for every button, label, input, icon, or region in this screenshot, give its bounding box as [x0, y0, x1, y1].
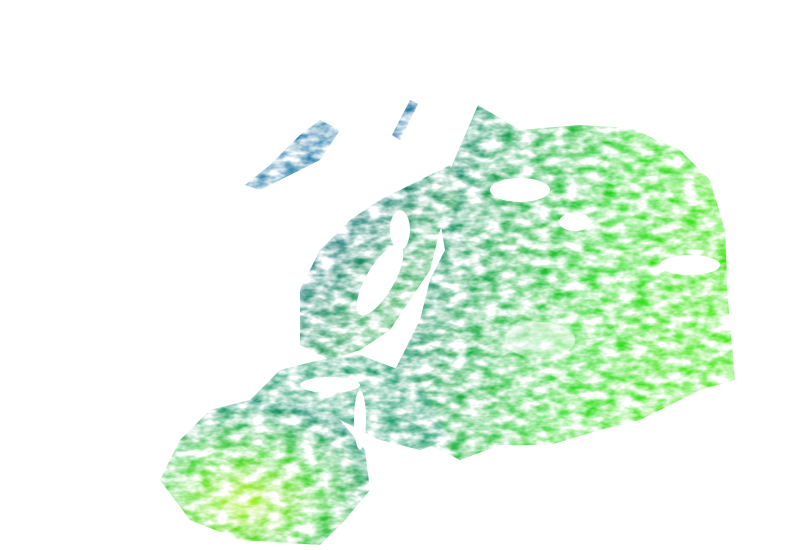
main-echo-region [380, 105, 735, 460]
north-streak [392, 100, 418, 140]
northwest-echo-region [245, 120, 340, 190]
southwest-echo-region [160, 400, 370, 545]
precipitation-layer [160, 100, 735, 545]
middle-echo-region [250, 355, 450, 450]
clear-gaps [300, 178, 720, 450]
